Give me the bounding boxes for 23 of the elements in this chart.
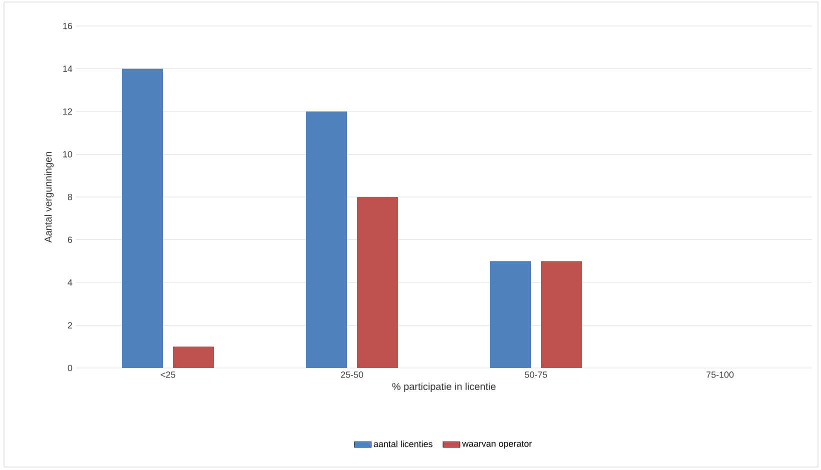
legend-label: waarvan operator xyxy=(462,440,532,449)
y-tick-label: 4 xyxy=(68,279,72,286)
x-axis-title: % participatie in licentie xyxy=(392,382,496,392)
bar xyxy=(490,261,532,368)
y-tick-label: 16 xyxy=(63,22,72,30)
y-tick-label: 0 xyxy=(68,364,72,372)
y-tick-label: 6 xyxy=(68,236,72,243)
bar xyxy=(173,346,214,368)
bar xyxy=(541,261,582,368)
y-tick-label: 10 xyxy=(63,151,72,158)
legend-label: aantal licenties xyxy=(374,440,432,448)
y-tick-label: 2 xyxy=(68,322,72,328)
y-tick-label: 8 xyxy=(68,194,72,200)
y-axis-title: Aantal vergunningen xyxy=(44,152,54,243)
y-tick-label: 12 xyxy=(63,108,72,115)
y-tick-label: 14 xyxy=(63,66,72,72)
x-tick-label: <25 xyxy=(160,372,176,378)
bar xyxy=(122,68,163,368)
x-tick-label: 50-75 xyxy=(524,372,548,378)
x-tick-label: 75-100 xyxy=(706,372,734,378)
x-tick-label: 25-50 xyxy=(340,372,364,378)
bar xyxy=(357,196,398,368)
bar xyxy=(306,111,348,368)
